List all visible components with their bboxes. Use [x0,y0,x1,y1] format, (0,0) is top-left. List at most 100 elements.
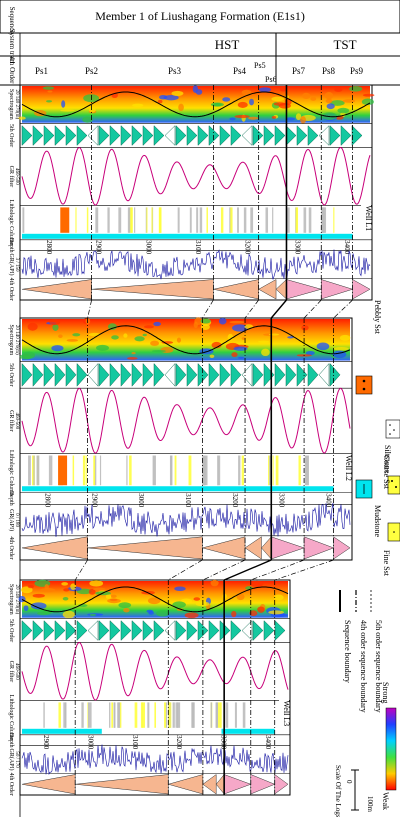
fifth-order-triangle [164,125,176,146]
correlation-line [270,299,288,319]
fifth-order-triangle [76,125,88,146]
depth-tick-label: 3200 [175,735,183,750]
fifth-order-triangle [21,620,33,641]
track-label-gr: GR(API) [8,254,15,276]
track-label-spectrogram: Spectrogram [8,89,14,120]
litho-sand-bed [188,455,192,486]
litho-sand-bed [196,207,199,233]
fifth-order-triangle [32,125,44,146]
fifth-order-triangle [131,125,143,146]
spectrogram-blob [241,89,252,96]
spectrogram-blob [257,606,265,613]
fifth-order-triangle [164,362,176,387]
gr-filter-range: 460-500 [14,413,19,430]
fifth-order-triangle [318,125,330,146]
litho-sand-bed [95,207,99,233]
spectrogram-blob [40,588,56,593]
spectrogram-blob [72,333,81,337]
litho-sand-bed [159,207,162,233]
litho-mudstone-band [22,233,353,239]
well-panel-2: Spectrogram 20 140 270(m) 5th Order GR filt… [8,317,353,561]
well-name-bg [279,699,289,732]
spectrogram-blob [27,322,38,331]
fifth-order-triangle [340,125,352,146]
col-system-tract-label: System tract [8,29,16,64]
legend-coarse-sst: Coarse Sst [382,455,400,495]
legend-colorbar: Weak Strong [381,682,397,810]
spectrogram-blob [151,349,166,353]
litho-sand-bed [210,702,213,728]
spectrogram-blob [66,338,79,342]
spectrogram-blob [134,336,145,342]
litho-sand-bed [22,207,24,233]
fifth-order-triangle [318,362,330,387]
spectrogram-blob [193,597,201,601]
fifth-order-triangle [252,125,264,146]
fifth-order-triangle [208,125,220,146]
litho-sand-bed [272,207,274,233]
spectrogram-blob [172,601,186,608]
litho-sand-bed [169,455,172,486]
fifth-order-triangle [252,362,264,387]
track-label-spectrogram: Spectrogram [8,584,14,615]
spectrogram-blob [49,319,61,326]
spectrogram-blob [231,352,238,358]
spectrogram-blob [325,98,333,104]
track-label-depth: Depth [8,238,14,253]
litho-sand-bed [93,455,96,486]
spectrogram-blob [257,340,270,343]
fifth-order-triangle [109,620,121,641]
spectrogram-blob [111,335,119,340]
fifth-order-triangle [153,362,165,387]
ps-label-9: Ps9 [350,66,364,76]
litho-sand-bed [48,455,51,486]
well-name-label: Well L2 [344,455,353,481]
spectrogram-blob [131,351,136,355]
fifth-order-triangle [109,125,121,146]
fifth-order-triangle [98,620,110,641]
ps-label-5: Ps5 [254,61,266,70]
litho-sand-bed [295,207,298,233]
fifth-order-triangle [76,362,88,387]
spectrogram-blob [146,609,154,613]
fifth-order-triangle [307,362,319,387]
spectrogram-blob [123,333,128,338]
depth-tick-label: 3200 [244,240,252,255]
spectrogram-blob [287,336,294,339]
litho-sand-bed [90,702,92,728]
fifth-order-triangle [98,362,110,387]
spectrogram-blob [193,321,198,329]
litho-sand-bed [286,207,290,233]
spectrogram-blob [300,116,306,124]
spectrogram-blob [211,341,222,349]
spectrogram-blob [61,100,66,108]
spectrogram-blob [271,96,285,102]
fifth-order-triangle [98,125,110,146]
fifth-order-triangle [329,125,341,146]
spectrogram-blob [295,113,302,121]
scale-value: 100m [366,796,374,813]
litho-sand-bed [129,207,133,233]
correlation-line [202,299,214,319]
track-label-litho: Lithologic Column [8,695,14,741]
fifth-order-triangle [153,125,165,146]
litho-sand-bed [43,702,45,728]
spectrogram-blob [342,99,356,103]
gr-curve [21,502,351,537]
litho-sand-bed [217,455,221,486]
depth-tick-label: 3100 [194,240,202,255]
spectrogram-blob [330,100,345,106]
fifth-order-triangle [164,620,176,641]
scale-title: Scale Of The Logs [334,765,342,817]
spectrogram-blob [361,98,374,106]
track-label-grfilter: GR filter [8,410,15,432]
fifth-order-triangle [219,125,231,146]
spectrogram-blob [157,99,163,104]
spectrogram-blob [61,582,69,586]
fourth-order-triangle [333,536,351,560]
spectrogram-blob [23,605,29,611]
spectrogram-blob [163,94,179,101]
litho-sand-bed [147,702,150,728]
